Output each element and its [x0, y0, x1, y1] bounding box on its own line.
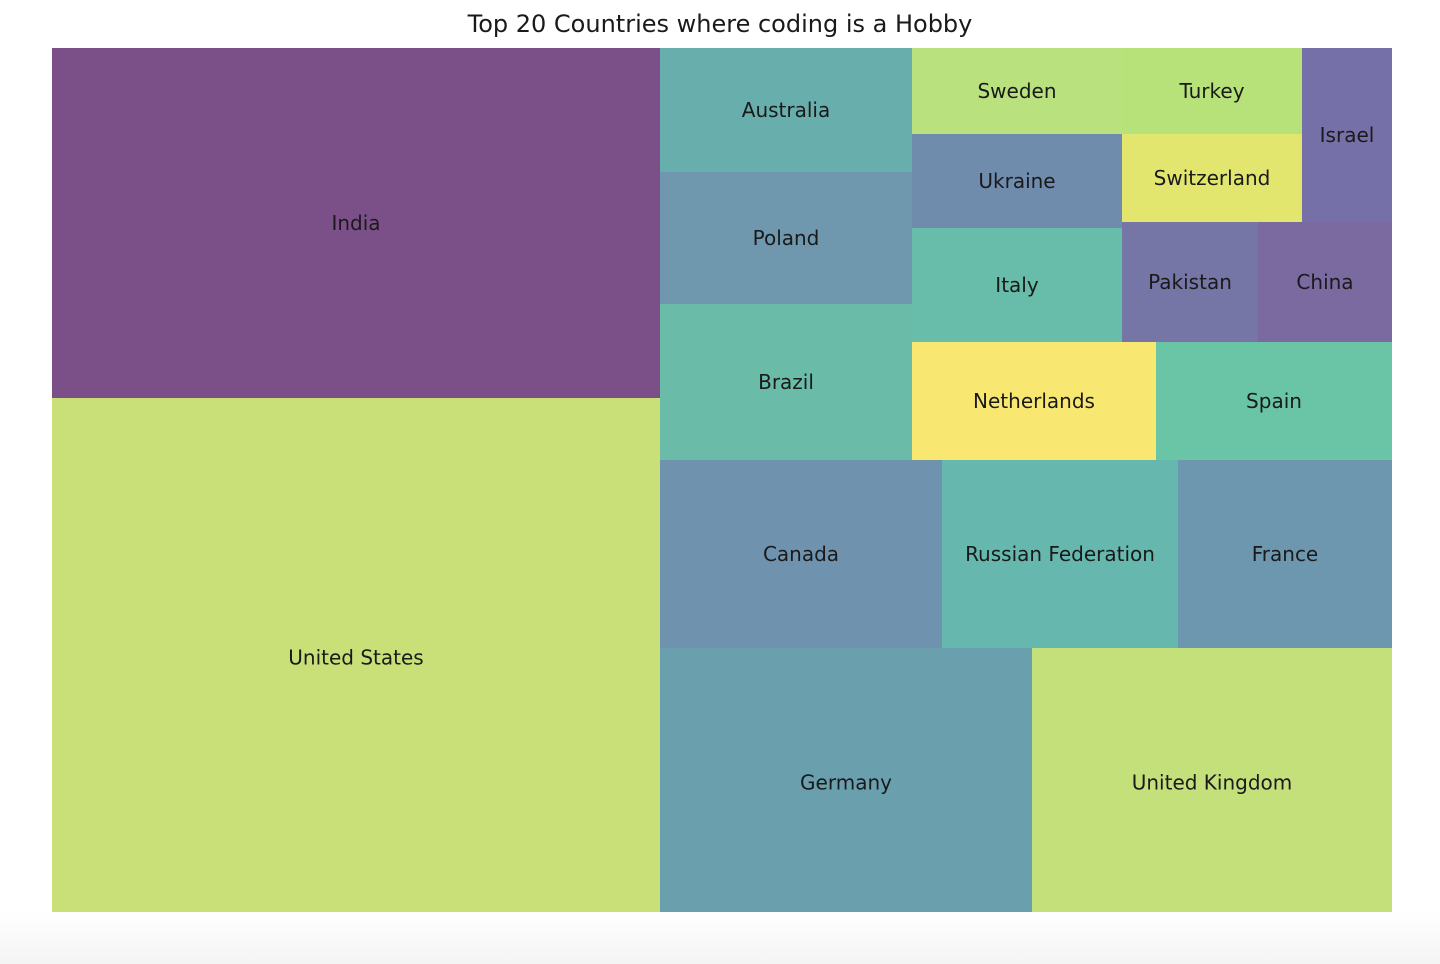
treemap-label-russian-federation: Russian Federation [965, 542, 1155, 566]
treemap-label-ukraine: Ukraine [978, 169, 1055, 193]
treemap-label-turkey: Turkey [1178, 79, 1244, 103]
treemap-label-india: India [331, 211, 380, 235]
treemap-label-italy: Italy [995, 273, 1039, 297]
treemap-rect-israel [1302, 48, 1392, 222]
treemap-rect-ukraine [912, 134, 1122, 228]
treemap-cell-india: India [52, 48, 660, 398]
treemap-rect-poland [660, 172, 912, 304]
treemap-label-united-states: United States [288, 646, 423, 670]
treemap-rect-pakistan [1122, 222, 1258, 342]
treemap-cell-poland: Poland [660, 172, 912, 304]
treemap-cell-canada: Canada [660, 460, 942, 648]
treemap-cell-france: France [1178, 460, 1392, 648]
treemap-cell-sweden: Sweden [912, 48, 1122, 134]
treemap-rect-india [52, 48, 660, 398]
treemap-cell-china: China [1258, 222, 1392, 342]
treemap-label-spain: Spain [1246, 389, 1302, 413]
treemap-label-pakistan: Pakistan [1148, 270, 1232, 294]
treemap-label-brazil: Brazil [758, 370, 814, 394]
treemap-rect-australia [660, 48, 912, 172]
treemap-rect-china [1258, 222, 1392, 342]
treemap-cell-switzerland: Switzerland [1122, 134, 1302, 222]
treemap-label-germany: Germany [800, 771, 892, 795]
treemap-label-canada: Canada [763, 542, 839, 566]
treemap-cell-spain: Spain [1156, 342, 1392, 460]
treemap-rect-russian-federation [942, 460, 1178, 648]
treemap-cell-united-kingdom: United Kingdom [1032, 648, 1392, 917]
treemap-rect-canada [660, 460, 942, 648]
treemap-cell-russian-federation: Russian Federation [942, 460, 1178, 648]
treemap-label-israel: Israel [1320, 123, 1375, 147]
treemap-rect-france [1178, 460, 1392, 648]
treemap-label-switzerland: Switzerland [1154, 166, 1271, 190]
treemap-label-sweden: Sweden [977, 79, 1056, 103]
treemap-cell-pakistan: Pakistan [1122, 222, 1258, 342]
treemap-rect-united-states [52, 398, 660, 917]
treemap-rect-brazil [660, 304, 912, 460]
bottom-band [0, 912, 1440, 964]
treemap-label-china: China [1296, 270, 1353, 294]
treemap-rect-germany [660, 648, 1032, 917]
treemap-cell-netherlands: Netherlands [912, 342, 1156, 460]
treemap-label-australia: Australia [742, 98, 830, 122]
treemap-cell-australia: Australia [660, 48, 912, 172]
treemap-label-united-kingdom: United Kingdom [1132, 771, 1293, 795]
treemap-rect-switzerland [1122, 134, 1302, 222]
treemap-label-netherlands: Netherlands [973, 389, 1095, 413]
treemap-rect-sweden [912, 48, 1122, 134]
treemap-cell-ukraine: Ukraine [912, 134, 1122, 228]
treemap-rect-spain [1156, 342, 1392, 460]
treemap-cell-brazil: Brazil [660, 304, 912, 460]
treemap-rect-turkey [1122, 48, 1302, 134]
treemap-rect-united-kingdom [1032, 648, 1392, 917]
treemap-cell-italy: Italy [912, 228, 1122, 342]
treemap-cell-united-states: United States [52, 398, 660, 917]
chart-title: Top 20 Countries where coding is a Hobby [467, 10, 973, 38]
treemap-cell-germany: Germany [660, 648, 1032, 917]
treemap-cell-turkey: Turkey [1122, 48, 1302, 134]
treemap-cell-israel: Israel [1302, 48, 1392, 222]
treemap-label-poland: Poland [753, 226, 820, 250]
treemap-rect-netherlands [912, 342, 1156, 460]
treemap-rect-italy [912, 228, 1122, 342]
treemap-label-france: France [1252, 542, 1319, 566]
